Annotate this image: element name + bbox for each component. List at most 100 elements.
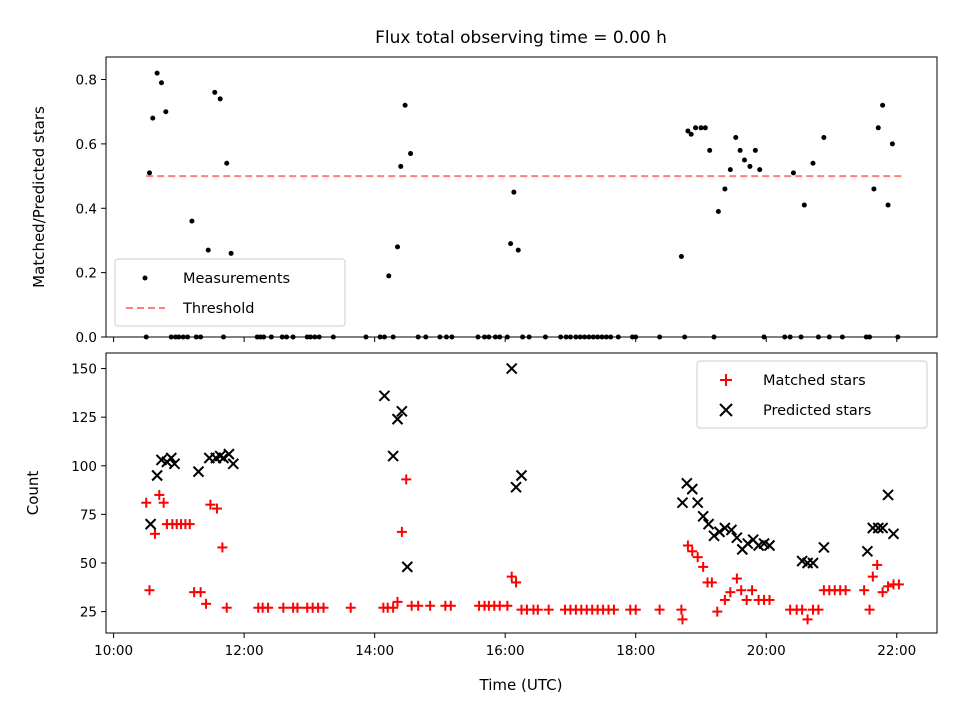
predicted-point [396,405,408,418]
matched-point [698,561,709,572]
predicted-point [861,545,874,558]
measurement-point [678,254,684,260]
matched-point [731,573,742,584]
measurement-point [217,96,223,102]
predicted-point [168,458,181,470]
top-legend: Measurements Threshold [114,258,346,327]
x-tick-label: 14:00 [355,643,394,659]
y-tick-label: 75 [80,507,97,523]
matched-point [149,528,160,539]
measurement-point [511,189,517,195]
measurement-point [698,125,704,131]
measurement-point [737,147,743,153]
matched-point [388,602,399,613]
matched-point [506,571,517,582]
predicted-point-b [681,477,693,489]
y-tick-label: 0.0 [76,330,97,346]
y-tick-label: 125 [71,410,97,426]
predicted-point-b [217,452,230,464]
predicted-point-b [387,450,399,462]
measurement-point [224,160,230,166]
predicted-point [387,450,399,462]
matched-point [840,585,851,596]
predicted-point-b [818,541,830,554]
y-tick-label: 0.8 [76,73,97,89]
matched-point [687,546,698,557]
y-tick-label: 0.6 [76,137,97,153]
predicted-point [510,481,522,493]
matched-point [864,604,875,615]
matched-point [802,614,813,625]
bottom-panel: 25 50 75 100 125 150 10:00 12:00 14:00 16:00 18:0… [24,352,938,694]
matched-point [692,552,703,563]
predicted-point-b [401,561,413,573]
matched-point [813,604,824,615]
matched-point [797,604,808,615]
predicted-point-b [796,555,808,567]
predicted-point [713,526,726,538]
measurement-point [189,218,195,224]
chart-title: Flux total observing time = 0.00 h [375,28,667,48]
predicted-point-b [702,518,715,530]
predicted-point [763,539,776,552]
x-tick-label: 22:00 [877,643,916,659]
measurement-point [801,202,807,208]
matched-point [736,585,747,596]
top-y-axis-label: Matched/Predicted stars [30,106,48,288]
predicted-point-b [742,537,754,550]
y-tick-label: 25 [80,605,97,621]
predicted-point [192,465,205,478]
matched-point [205,499,216,510]
predicted-point-b [713,526,726,538]
measurement-point [889,141,895,147]
legend-predicted-label: Predicted stars [763,403,871,419]
predicted-point-b [708,530,720,542]
matched-point [345,602,356,613]
predicted-point [151,469,163,482]
predicted-point [876,522,889,534]
predicted-point-b [378,390,391,402]
predicted-point [223,448,235,460]
bottom-x-ticks: 10:00 12:00 14:00 16:00 18:00 20:00 22:00 [94,633,916,659]
predicted-point [506,362,518,375]
matched-point [883,581,894,592]
predicted-point [691,497,704,509]
matched-point [867,571,878,582]
measurement-point [727,167,733,173]
matched-point [511,577,522,588]
matched-point [278,602,289,613]
legend-matched-marker [720,374,732,386]
measurement-point [386,273,392,279]
legend-threshold-label: Threshold [182,301,254,317]
measurement-point [702,125,708,131]
bottom-legend-box [696,360,928,429]
matched-point [144,585,155,596]
predicted-point [702,518,715,530]
measurement-point [741,157,747,163]
matched-point [712,606,723,617]
predicted-point [515,469,528,482]
predicted-point-b [144,518,157,530]
predicted-point-b [168,458,181,470]
matched-point [201,598,212,609]
matched-point [682,540,693,551]
measurement-point [810,160,816,166]
measurement-point [757,167,763,173]
matched-point [859,585,870,596]
measurement-point [790,170,796,176]
legend-measurements-label: Measurements [183,271,290,287]
predicted-point [725,524,738,536]
predicted-point-b [510,481,522,493]
measurement-point [875,125,881,131]
top-y-ticks: 0.0 0.2 0.4 0.6 0.8 [76,73,106,346]
matched-point [154,489,165,500]
measurement-point [205,247,211,253]
matched-point [263,602,274,613]
matched-point [318,602,329,613]
predicted-point-b [227,458,239,470]
measurement-point [752,147,758,153]
matched-point [445,600,456,611]
matched-point [184,519,195,530]
